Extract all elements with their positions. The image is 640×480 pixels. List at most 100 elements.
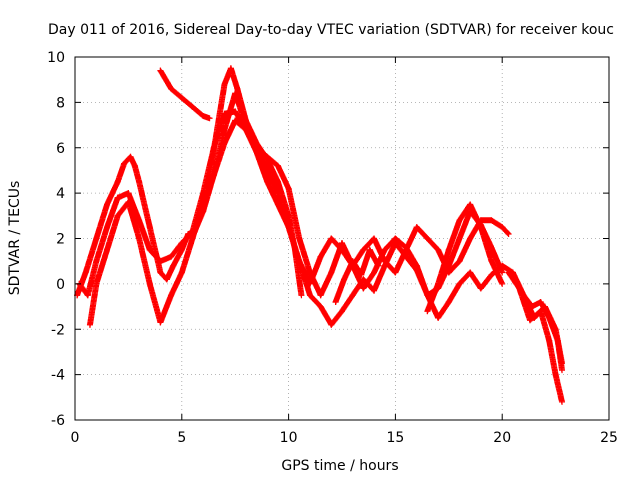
data-point	[552, 371, 559, 378]
data-point	[296, 235, 303, 242]
x-tick-label: 20	[493, 430, 511, 446]
data-point	[499, 262, 506, 269]
data-point	[499, 224, 506, 231]
data-point	[93, 235, 100, 242]
data-point	[477, 285, 484, 292]
data-point	[200, 201, 207, 208]
data-point	[104, 201, 111, 208]
data-point	[546, 337, 553, 344]
data-point	[242, 117, 249, 124]
data-point	[456, 280, 463, 287]
data-point	[456, 235, 463, 242]
data-point	[264, 156, 271, 163]
y-tick-label: 10	[47, 50, 65, 66]
chart-title: Day 011 of 2016, Sidereal Day-to-day VTE…	[48, 22, 614, 38]
data-point	[456, 217, 463, 224]
data-point	[127, 153, 134, 160]
data-point	[477, 224, 484, 231]
x-tick-label: 25	[600, 430, 618, 446]
data-point	[298, 292, 305, 299]
data-point	[435, 246, 442, 253]
data-point-markers	[204, 65, 305, 297]
series-track-d	[157, 67, 213, 122]
y-tick-label: -4	[51, 368, 65, 384]
data-point	[157, 258, 164, 265]
data-point	[328, 321, 335, 328]
x-tick-label: 10	[280, 430, 298, 446]
series-track-g	[424, 201, 506, 315]
data-point	[360, 276, 367, 283]
data-point	[456, 258, 463, 265]
data-point	[86, 321, 93, 328]
data-point-markers	[87, 117, 565, 365]
data-point	[537, 299, 544, 306]
data-point	[163, 276, 170, 283]
data-point	[227, 65, 234, 72]
data-point	[375, 262, 382, 269]
data-point	[114, 212, 121, 219]
data-point	[516, 285, 523, 292]
data-point	[445, 246, 452, 253]
data-point	[168, 253, 175, 260]
data-point	[146, 280, 153, 287]
y-tick-label: -2	[51, 322, 65, 338]
data-point	[168, 292, 175, 299]
data-point	[529, 303, 536, 310]
data-point	[349, 258, 356, 265]
data-point	[178, 269, 185, 276]
data-point	[499, 269, 506, 276]
data-point	[234, 85, 241, 92]
data-point	[170, 262, 177, 269]
data-point	[121, 160, 128, 167]
data-point	[189, 235, 196, 242]
y-tick-label: 4	[56, 186, 65, 202]
y-axis-label: SDTVAR / TECUs	[7, 181, 23, 296]
data-point	[424, 292, 431, 299]
data-point	[274, 178, 281, 185]
data-point	[403, 244, 410, 251]
data-point	[332, 299, 339, 306]
data-point	[488, 271, 495, 278]
data-point	[104, 246, 111, 253]
data-point	[146, 224, 153, 231]
data-point	[104, 224, 111, 231]
data-point	[328, 235, 335, 242]
series-track-c	[86, 117, 566, 367]
data-point	[435, 314, 442, 321]
y-tick-label: 2	[56, 232, 65, 248]
data-point	[381, 246, 388, 253]
data-point	[505, 269, 512, 276]
data-point	[467, 201, 474, 208]
data-point	[520, 292, 527, 299]
y-tick-label: 0	[56, 277, 65, 293]
data-point	[488, 258, 495, 265]
data-point	[403, 253, 410, 260]
data-point	[168, 85, 175, 92]
data-point	[371, 287, 378, 294]
data-point	[317, 292, 324, 299]
data-point-markers	[157, 67, 212, 121]
data-point	[136, 178, 143, 185]
data-point	[317, 303, 324, 310]
data-point	[178, 94, 185, 101]
data-point	[93, 280, 100, 287]
data-point	[204, 185, 211, 192]
data-point	[554, 337, 561, 344]
data-point	[360, 246, 367, 253]
data-point	[306, 269, 313, 276]
data-point	[206, 115, 213, 122]
data-point	[371, 269, 378, 276]
data-point	[221, 81, 228, 88]
data-point	[212, 133, 219, 140]
data-point	[424, 235, 431, 242]
data-point	[136, 217, 143, 224]
data-point	[499, 280, 506, 287]
data-point	[178, 246, 185, 253]
data-point	[253, 140, 260, 147]
data-point	[413, 224, 420, 231]
data-point	[232, 117, 239, 124]
data-point	[84, 292, 91, 299]
data-point	[559, 367, 566, 374]
y-tick-label: 8	[56, 95, 65, 111]
